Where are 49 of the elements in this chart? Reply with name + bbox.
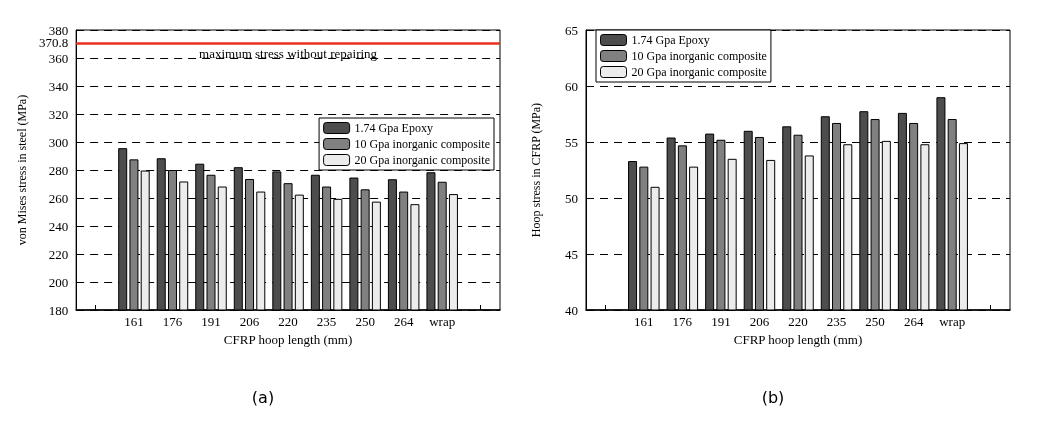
x-tick-label: 206 (239, 314, 260, 329)
x-tick-label: 191 (711, 314, 731, 329)
y-tick-label: 55 (565, 134, 578, 150)
x-tick-label: 264 (903, 314, 924, 329)
x-tick-label: 161 (124, 314, 144, 329)
x-tick-label: wrap (939, 314, 966, 329)
x-tick-label: 220 (278, 314, 298, 329)
x-tick-label: 176 (162, 314, 183, 329)
x-tick-label: 161 (634, 314, 654, 329)
legend-label: 20 Gpa inorganic composite (631, 65, 767, 79)
legend-label: 10 Gpa inorganic composite (354, 137, 491, 151)
y-tick-label: 380 (48, 22, 69, 38)
legend-label: 1.74 Gpa Epoxy (631, 33, 710, 47)
x-tick-label: 250 (355, 314, 375, 329)
y-tick-label: 340 (48, 78, 69, 94)
y-tick-label: 50 (565, 190, 578, 206)
x-tick-label: 220 (788, 314, 808, 329)
x-tick-label: 250 (865, 314, 885, 329)
text: (a) (251, 388, 275, 407)
ref-line-label: maximum stress without repairing (199, 45, 378, 61)
text: (b) (761, 388, 785, 407)
legend-label: 20 Gpa inorganic composite (354, 153, 491, 167)
y-tick-label: 200 (48, 274, 69, 290)
y-axis-title: von Mises stress in steel (MPa) (15, 94, 29, 246)
y-tick-label: 240 (48, 218, 69, 234)
y-tick-label: 260 (48, 190, 69, 206)
x-tick-label: wrap (429, 314, 456, 329)
x-tick-label: 206 (749, 314, 770, 329)
x-axis-title: CFRP hoop length (mm) (223, 331, 353, 347)
y-tick-label: 280 (48, 162, 69, 178)
x-tick-label: 235 (316, 314, 337, 329)
y-tick-label: 40 (565, 302, 578, 318)
y-tick-label: 45 (565, 246, 578, 262)
x-tick-label: 176 (672, 314, 693, 329)
y-tick-label: 370.8 (38, 35, 69, 51)
y-tick-label: 180 (48, 302, 69, 318)
y-tick-label: 360 (48, 50, 69, 66)
y-tick-label: 60 (565, 78, 578, 94)
x-tick-label: 235 (826, 314, 847, 329)
x-tick-label: 191 (201, 314, 221, 329)
y-axis-title: Hoop stress in CFRP (MPa) (529, 102, 543, 238)
y-tick-label: 300 (48, 134, 69, 150)
x-axis-title: CFRP hoop length (mm) (733, 331, 863, 347)
y-tick-label: 320 (48, 106, 69, 122)
x-tick-label: 264 (393, 314, 414, 329)
y-tick-label: 65 (565, 22, 578, 38)
y-tick-label: 220 (48, 246, 69, 262)
legend-label: 1.74 Gpa Epoxy (354, 121, 433, 135)
legend-label: 10 Gpa inorganic composite (631, 49, 767, 63)
